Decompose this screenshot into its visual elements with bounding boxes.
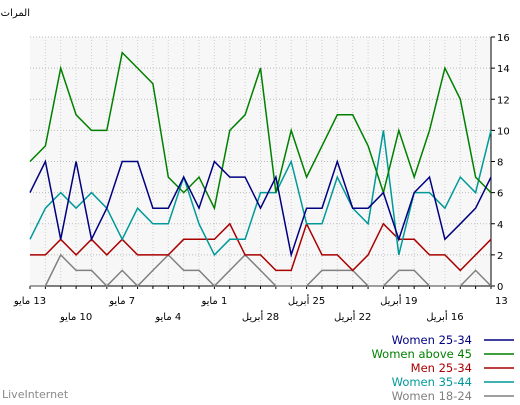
legend-label: Men 25-34 — [411, 361, 472, 375]
x-tick-label: 19 أبريل — [380, 294, 417, 307]
x-tick-label: 22 أبريل — [334, 310, 371, 323]
series-line-women-above-45 — [29, 51, 492, 211]
y-tick-label: 8 — [497, 158, 503, 169]
series-line-women-25-34 — [29, 159, 492, 258]
y-tick-label: 10 — [497, 126, 510, 137]
legend-label: Women above 45 — [371, 347, 472, 361]
y-tick-label: 0 — [497, 282, 503, 293]
footer-brand: LiveInternet — [2, 388, 69, 401]
y-tick-label: 2 — [497, 251, 503, 262]
x-tick-label: 13 — [495, 296, 508, 307]
y-tick-label: 6 — [497, 189, 503, 200]
y-tick-label: 12 — [497, 95, 510, 106]
x-tick-label: 7 مايو — [108, 296, 135, 307]
x-tick-label: 28 أبريل — [242, 310, 279, 323]
x-tick-label: 13 مايو — [13, 296, 46, 307]
x-tick-label: 1 مايو — [200, 296, 227, 307]
y-axis-label: المرات — [1, 8, 30, 19]
y-tick-label: 4 — [497, 220, 503, 231]
x-tick-label: 25 أبريل — [288, 294, 325, 307]
x-tick-label: 16 أبريل — [426, 310, 463, 323]
legend-label: Women 25-34 — [392, 333, 472, 347]
y-tick-label: 16 — [497, 33, 510, 44]
x-tick-label: 10 مايو — [59, 312, 92, 323]
series-line-women-18-24 — [30, 253, 492, 288]
legend-label: Women 18-24 — [392, 389, 472, 403]
y-tick-label: 14 — [497, 64, 510, 75]
series-line-men-25-34 — [30, 221, 492, 272]
x-tick-label: 4 مايو — [154, 312, 181, 323]
legend-label: Women 35-44 — [392, 375, 472, 389]
